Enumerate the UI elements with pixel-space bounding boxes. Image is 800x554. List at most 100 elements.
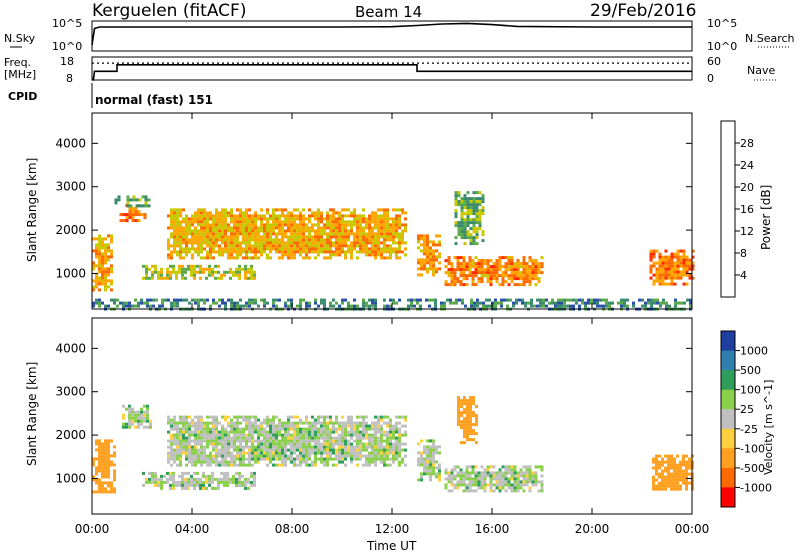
- echo-cell: [462, 474, 466, 478]
- echo-cell: [212, 256, 215, 260]
- echo-cell: [347, 235, 350, 239]
- echo-cell: [682, 249, 686, 253]
- echo-cell: [371, 232, 374, 236]
- echo-cell: [392, 424, 395, 428]
- echo-cell: [362, 244, 365, 248]
- echo-cell: [260, 424, 263, 428]
- echo-cell: [395, 421, 398, 425]
- echo-cell: [287, 448, 290, 452]
- echo-cell: [197, 421, 200, 425]
- echo-cell: [664, 276, 668, 280]
- echo-cell: [469, 236, 473, 240]
- echo-cell: [185, 238, 188, 242]
- echo-cell: [253, 270, 256, 274]
- echo-cell: [498, 483, 502, 487]
- echo-cell: [257, 214, 260, 218]
- echo-cell: [516, 486, 520, 490]
- echo-cell: [392, 457, 395, 461]
- echo-cell: [290, 415, 293, 419]
- echo-cell: [489, 277, 493, 281]
- echo-cell: [104, 258, 107, 262]
- echo-cell: [540, 486, 544, 490]
- echo-cell: [224, 247, 227, 251]
- echo-cell: [362, 232, 365, 236]
- echo-cell: [398, 241, 401, 245]
- echo-cell: [257, 238, 260, 242]
- echo-cell: [516, 277, 520, 281]
- echo-cell: [247, 486, 250, 490]
- echo-cell: [188, 238, 191, 242]
- echo-cell: [254, 454, 257, 458]
- echo-cell: [278, 217, 281, 221]
- echo-cell: [395, 226, 398, 230]
- echo-cell: [471, 274, 475, 278]
- echo-cell: [176, 232, 179, 236]
- x-tick-label: 04:00: [175, 522, 210, 536]
- echo-cell: [347, 223, 350, 227]
- echo-cell: [423, 252, 426, 256]
- echo-cell: [197, 235, 200, 239]
- echo-cell: [101, 481, 104, 485]
- echo-cell: [453, 271, 457, 275]
- echo-cell: [281, 448, 284, 452]
- echo-cell: [223, 270, 226, 274]
- echo-cell: [317, 418, 320, 422]
- echo-cell: [125, 216, 129, 220]
- echo-cell: [172, 477, 175, 481]
- echo-cell: [218, 463, 221, 467]
- echo-cell: [278, 454, 281, 458]
- echo-cell: [504, 274, 508, 278]
- echo-cell: [191, 439, 194, 443]
- echo-cell: [167, 244, 170, 248]
- echo-cell: [410, 301, 413, 305]
- echo-cell: [332, 451, 335, 455]
- echo-cell: [290, 217, 293, 221]
- echo-cell: [593, 298, 596, 302]
- echo-cell: [227, 451, 230, 455]
- echo-cell: [475, 420, 478, 424]
- echo-cell: [117, 195, 121, 199]
- echo-cell: [125, 422, 128, 426]
- echo-cell: [266, 418, 269, 422]
- echo-cell: [208, 480, 211, 484]
- echo-cell: [456, 277, 460, 281]
- echo-cell: [513, 486, 517, 490]
- echo-cell: [469, 429, 472, 433]
- echo-cell: [386, 436, 389, 440]
- echo-cell: [251, 463, 254, 467]
- echo-cell: [528, 471, 532, 475]
- echo-cell: [287, 220, 290, 224]
- echo-cell: [326, 460, 329, 464]
- echo-cell: [444, 265, 448, 269]
- echo-cell: [221, 463, 224, 467]
- echo-cell: [278, 208, 281, 212]
- echo-cell: [335, 223, 338, 227]
- echo-cell: [368, 424, 371, 428]
- echo-cell: [229, 480, 232, 484]
- echo-cell: [194, 421, 197, 425]
- echo-cell: [278, 241, 281, 245]
- echo-cell: [253, 480, 256, 484]
- echo-cell: [664, 249, 668, 253]
- echo-cell: [214, 276, 217, 280]
- echo-cell: [605, 298, 608, 302]
- echo-cell: [296, 244, 299, 248]
- echo-cell: [290, 454, 293, 458]
- echo-cell: [335, 436, 338, 440]
- echo-cell: [326, 217, 329, 221]
- echo-cell: [453, 256, 457, 260]
- echo-cell: [98, 457, 101, 461]
- echo-cell: [528, 271, 532, 275]
- echo-cell: [227, 223, 230, 227]
- echo-cell: [463, 432, 466, 436]
- echo-cell: [194, 445, 197, 449]
- echo-cell: [670, 463, 673, 467]
- echo-cell: [383, 223, 386, 227]
- echo-cell: [356, 445, 359, 449]
- echo-cell: [323, 241, 326, 245]
- echo-cell: [185, 244, 188, 248]
- echo-cell: [247, 480, 250, 484]
- echo-cell: [466, 230, 470, 234]
- echo-cell: [519, 262, 523, 266]
- echo-cell: [344, 424, 347, 428]
